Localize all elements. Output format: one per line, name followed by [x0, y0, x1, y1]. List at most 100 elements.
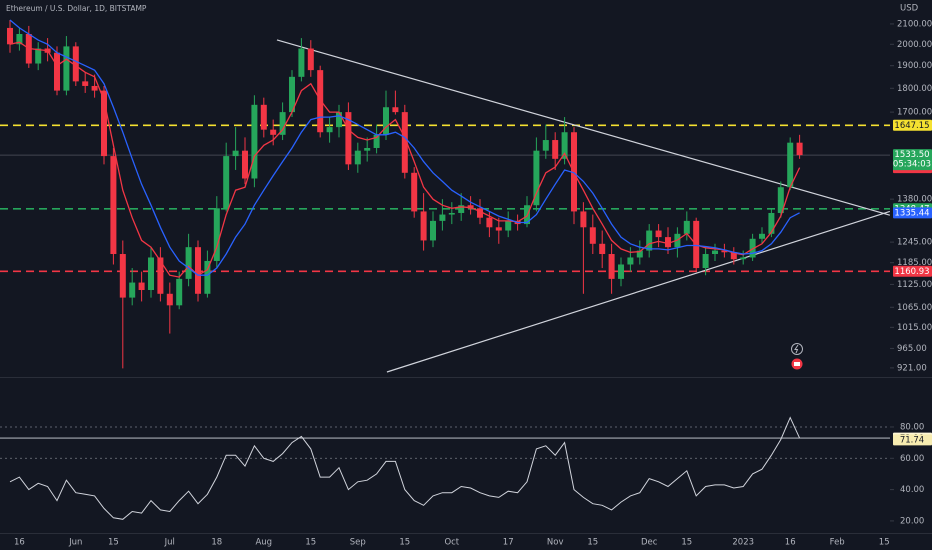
candle-body	[665, 237, 671, 248]
candle-body	[486, 217, 493, 228]
rsi-line	[9, 416, 801, 520]
candle-body	[683, 220, 690, 234]
y-tick-label: 921.00	[897, 363, 927, 373]
candle-body	[138, 282, 145, 291]
candle-body	[298, 48, 305, 77]
candle-body	[561, 132, 568, 159]
candle-body	[54, 52, 60, 91]
event-icon[interactable]	[791, 358, 803, 370]
x-tick-label: 16	[785, 538, 796, 548]
candle-body	[599, 243, 606, 255]
y-tick-label: 40.00	[900, 485, 924, 495]
candle-body	[458, 205, 465, 213]
level-tag: 1160.93	[894, 267, 929, 277]
candle-body	[627, 257, 634, 265]
alert-icon-bolt	[794, 344, 799, 354]
x-tick-label: Aug	[255, 538, 272, 548]
y-tick-label: 2000.00	[897, 40, 932, 50]
candle-body	[166, 293, 173, 306]
candle-body	[636, 250, 643, 258]
candle-body	[712, 250, 718, 255]
candle-body	[401, 112, 408, 173]
candle-body	[72, 46, 79, 82]
candle-body	[270, 129, 277, 135]
x-tick-label: 17	[503, 538, 514, 548]
x-tick-label: Sep	[350, 538, 366, 548]
candle-body	[16, 33, 23, 45]
series-last-tag: 1335.44	[894, 208, 929, 218]
candle-body	[119, 254, 126, 298]
level-tag-box	[893, 119, 932, 131]
candle-body	[533, 150, 540, 206]
candle-body	[646, 230, 653, 251]
candle-body	[185, 247, 192, 279]
x-tick-label: Dec	[641, 538, 658, 548]
rsi-signal-tag: 71.74	[900, 435, 924, 445]
candle-body	[618, 264, 624, 279]
y-tick-label: 1185.00	[897, 258, 932, 268]
candle-body	[242, 150, 248, 179]
symbol-title: Ethereum / U.S. Dollar, 1D, BITSTAMP	[6, 4, 147, 13]
y-tick-label: 80.00	[900, 422, 924, 432]
candle-body	[552, 140, 559, 159]
candle-body	[702, 254, 709, 269]
candle-body	[129, 282, 136, 298]
trendline	[386, 210, 891, 373]
candle-body	[589, 227, 596, 244]
candle-body	[157, 257, 164, 294]
alert-icon-circle	[791, 343, 803, 355]
x-tick-label: Oct	[444, 538, 459, 548]
x-tick-label: 15	[108, 538, 119, 548]
candle-body	[213, 208, 220, 261]
candle-body	[326, 127, 333, 133]
candle-body	[759, 233, 765, 239]
countdown-tag: 05:34:03	[893, 160, 931, 170]
candle-body	[336, 112, 342, 128]
y-tick-label: 1125.00	[897, 280, 932, 290]
candle-body	[655, 230, 662, 238]
level-tag: 1647.15	[894, 121, 929, 131]
candle-body	[505, 220, 512, 231]
x-tick-label: 18	[211, 538, 222, 548]
candle-body	[232, 150, 239, 157]
candle-body	[411, 172, 418, 212]
candle-body	[307, 48, 314, 71]
candle-body	[35, 48, 42, 64]
candle-body	[777, 187, 784, 213]
candle-body	[101, 90, 107, 157]
y-tick-label: 1700.00	[897, 108, 932, 118]
candle-body	[195, 247, 201, 294]
y-tick-label: 1380.00	[897, 195, 932, 205]
candle-body	[279, 112, 286, 135]
candle-body	[260, 104, 267, 130]
x-tick-label: 15	[587, 538, 598, 548]
x-tick-label: Feb	[830, 538, 845, 548]
candle-body	[467, 205, 474, 209]
y-tick-label: 1800.00	[897, 84, 932, 94]
candle-body	[289, 76, 295, 113]
x-tick-label: Nov	[547, 538, 564, 548]
candle-body	[204, 260, 211, 294]
alert-icon[interactable]	[791, 343, 803, 355]
y-tick-label: 1900.00	[897, 61, 932, 71]
candle-body	[495, 227, 502, 231]
level-tag-box	[893, 265, 932, 277]
moving-average-line	[9, 19, 800, 276]
currency-label: USD	[900, 4, 919, 14]
y-tick-label: 1015.00	[897, 323, 932, 333]
y-tick-label: 20.00	[900, 516, 924, 526]
candle-body	[749, 238, 756, 258]
candle-body	[730, 252, 737, 260]
x-tick-label: Jun	[68, 538, 82, 548]
candle-body	[608, 254, 615, 279]
y-tick-label: 965.00	[897, 344, 927, 354]
candle-body	[317, 70, 324, 133]
candle-body	[383, 107, 389, 135]
candle-body	[148, 257, 154, 291]
candle-body	[91, 85, 98, 91]
candle-body	[7, 27, 13, 45]
candle-body	[542, 140, 549, 151]
candle-body	[354, 150, 361, 165]
candle-body	[82, 81, 89, 86]
